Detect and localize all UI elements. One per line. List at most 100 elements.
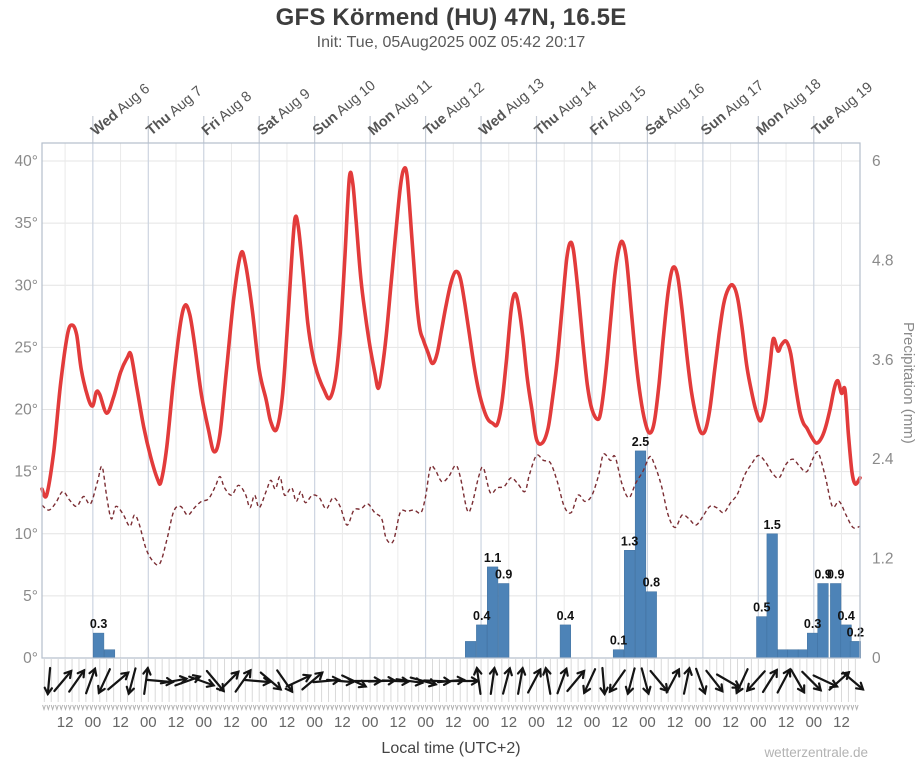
wind-arrow-head: [812, 682, 823, 692]
time-tick-label: 12: [611, 714, 628, 731]
time-tick-label: 12: [445, 714, 462, 731]
wind-arrow-shaft: [97, 668, 112, 694]
wind-arrow-shaft: [761, 668, 778, 694]
wind-arrow-head: [642, 685, 652, 696]
precip-bar-label: 0.9: [827, 567, 844, 581]
time-tick-label: 00: [639, 714, 656, 731]
right-axis-tick: 6: [872, 153, 881, 170]
wind-arrow-shaft: [205, 669, 225, 693]
wind-arrow-shaft: [489, 666, 496, 696]
day-label: Sat Aug 9: [254, 86, 313, 139]
right-axis-tick: 0: [872, 650, 881, 667]
right-axis-title: Precipitation (mm): [900, 322, 917, 444]
chart-title: GFS Körmend (HU) 47N, 16.5E: [275, 4, 627, 31]
wind-arrow-shaft: [789, 668, 806, 694]
precip-bar: [807, 632, 819, 659]
left-axis-tick: 40°: [15, 153, 38, 170]
precip-bar: [476, 624, 488, 659]
day-label: Sat Aug 16: [643, 81, 708, 139]
wind-arrow-head: [63, 669, 73, 680]
precip-bar-label: 0.1: [610, 634, 627, 648]
watermark: wetterzentrale.de: [764, 745, 868, 760]
day-label: Wed Aug 6: [88, 81, 153, 139]
wind-arrow-head: [769, 668, 778, 679]
time-tick-label: 00: [805, 714, 822, 731]
wind-arrow-shaft: [801, 670, 822, 692]
time-tick-label: 00: [195, 714, 212, 731]
wind-arrow-head: [488, 665, 499, 676]
wind-arrow-shaft: [812, 674, 839, 688]
time-tick-label: 00: [473, 714, 490, 731]
time-tick-label: 12: [722, 714, 739, 731]
precip-bar-label: 0.4: [557, 609, 574, 623]
wind-arrow-shaft: [841, 671, 865, 691]
precip-bar-label: 0.2: [847, 625, 864, 639]
precip-bar-label: 1.1: [484, 551, 501, 565]
chart-subtitle: Init: Tue, 05Aug2025 00Z 05:42 20:17: [316, 34, 586, 51]
wind-arrow-head: [671, 667, 681, 678]
time-tick-label: 00: [750, 714, 767, 731]
wind-arrow-head: [473, 665, 483, 676]
wind-arrow-head: [782, 667, 792, 678]
precip-bar-label: 2.5: [632, 435, 649, 449]
wind-arrow-head: [302, 673, 313, 683]
time-tick-label: 12: [778, 714, 795, 731]
wind-arrow-head: [243, 668, 252, 679]
left-axis-tick: 5°: [23, 588, 38, 605]
temperature-curve: [40, 166, 862, 499]
wind-arrow-shaft: [68, 669, 86, 693]
wind-arrow-head: [314, 671, 324, 681]
dewpoint-curve: [41, 451, 861, 566]
wind-arrow-shaft: [649, 669, 669, 693]
time-tick-label: 00: [306, 714, 323, 731]
precip-bar: [498, 583, 510, 659]
time-tick-label: 00: [362, 714, 379, 731]
wind-arrow-shaft: [46, 666, 52, 696]
wind-arrow-head: [734, 684, 744, 695]
wind-arrow-shaft: [143, 666, 149, 696]
time-tick-label: 12: [500, 714, 517, 731]
wind-arrow-shaft: [188, 675, 215, 687]
precip-bar: [777, 649, 789, 659]
right-axis-tick: 3.6: [872, 352, 894, 369]
precip-bar: [465, 641, 477, 659]
wind-arrow-shaft: [127, 667, 137, 695]
wind-arrow-head: [284, 683, 294, 694]
wind-arrow-head: [125, 685, 135, 696]
time-tick-label: 12: [556, 714, 573, 731]
left-axis-tick: 0°: [23, 650, 38, 667]
wind-arrow-shaft: [746, 670, 766, 692]
time-tick-label: 12: [57, 714, 74, 731]
day-label: Fri Aug 8: [199, 88, 255, 139]
wind-arrow-head: [516, 666, 527, 676]
time-tick-label: 00: [584, 714, 601, 731]
time-tick-label: 12: [223, 714, 240, 731]
wind-arrow-shaft: [566, 669, 586, 693]
wind-arrow-head: [559, 666, 569, 677]
x-axis-title: Local time (UTC+2): [381, 740, 521, 757]
time-tick-label: 12: [667, 714, 684, 731]
wind-arrow-shaft: [276, 669, 294, 693]
precip-bar-label: 0.8: [643, 576, 660, 590]
precip-bar-label: 0.4: [837, 609, 854, 623]
wind-arrow-head: [43, 686, 53, 697]
time-tick-label: 12: [833, 714, 850, 731]
precip-bar-label: 0.3: [804, 617, 821, 631]
time-tick-label: 00: [140, 714, 157, 731]
wind-arrow-shaft: [682, 667, 691, 695]
wind-arrow-shaft: [242, 678, 271, 684]
precip-bar: [849, 641, 861, 659]
wind-arrow-head: [796, 684, 806, 695]
wind-arrow-shaft: [735, 668, 749, 694]
wind-arrow-shaft: [326, 678, 355, 684]
hourly-marker-row: [42, 704, 859, 712]
gridlines: [42, 116, 860, 658]
wind-arrow-shaft: [395, 678, 424, 684]
time-tick-label: 12: [390, 714, 407, 731]
precip-bar-label: 0.9: [495, 567, 512, 581]
wind-arrow-shaft: [218, 670, 240, 692]
precip-bar: [766, 533, 778, 659]
